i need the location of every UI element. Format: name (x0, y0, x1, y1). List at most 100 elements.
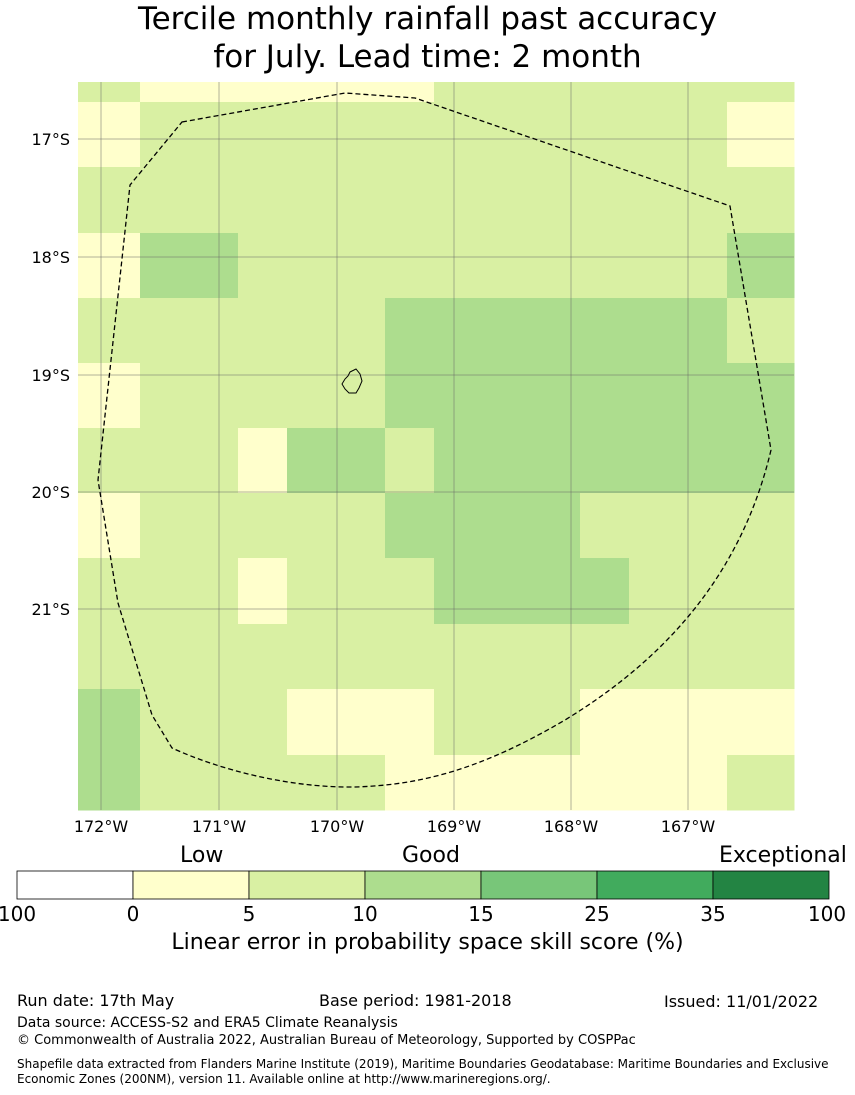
grid-cell (287, 624, 337, 690)
grid-cell (238, 493, 288, 559)
grid-cell (385, 755, 435, 811)
cbar-tick: 35 (700, 902, 726, 926)
grid-cell (287, 167, 337, 234)
grid-cell (580, 558, 630, 625)
grid-cell (727, 493, 795, 559)
grid-cell (434, 233, 532, 299)
grid-cell (336, 493, 386, 559)
longitude-label: 171°W (192, 817, 247, 836)
grid-cell (140, 493, 239, 559)
grid-cell (238, 428, 288, 494)
grid-cell (140, 233, 239, 299)
grid-cell (336, 428, 386, 494)
longitude-label: 167°W (661, 817, 716, 836)
cbar-tick: 5 (242, 902, 256, 926)
grid-cell (531, 82, 581, 103)
grid-cell (727, 363, 795, 429)
grid-cell (434, 624, 532, 690)
grid-cell (434, 755, 532, 811)
grid-cell (336, 82, 386, 103)
grid-cell (140, 82, 239, 103)
grid-cell (287, 689, 337, 756)
grid-cell (385, 82, 435, 103)
copyright: © Commonwealth of Australia 2022, Austra… (17, 1033, 636, 1048)
grid-cell (434, 82, 532, 103)
grid-cell (629, 624, 728, 690)
grid-cell (727, 624, 795, 690)
graticule (78, 82, 794, 810)
grid-cell (385, 558, 435, 625)
grid-cell (629, 167, 728, 234)
grid-cell (629, 558, 728, 625)
colorbar-swatch (480, 870, 598, 900)
grid-cell (140, 363, 239, 429)
grid-cell (727, 233, 795, 299)
grid-cell (434, 558, 532, 625)
issued-date: Issued: 11/01/2022 (664, 992, 819, 1011)
cbar-tick: 100 (807, 902, 847, 926)
base-period: Base period: 1981-2018 (319, 991, 512, 1010)
colorbar-swatch (712, 870, 830, 900)
grid-cell (531, 558, 581, 625)
grid-cell (287, 102, 337, 168)
colorbar-label: Linear error in probability space skill … (171, 930, 684, 955)
grid-cell (287, 363, 337, 429)
grid-cell (287, 233, 337, 299)
grid-cell (531, 493, 581, 559)
data-source: Data source: ACCESS-S2 and ERA5 Climate … (17, 1015, 398, 1031)
latitude-label: 17°S (31, 130, 70, 149)
grid-cell (287, 428, 337, 494)
grid-cell (580, 298, 630, 364)
grid-cell (78, 558, 141, 625)
grid-cell (238, 755, 288, 811)
grid-cell (78, 102, 141, 168)
eez-boundary (97, 92, 772, 788)
grid-cell (385, 428, 435, 494)
grid-cell (531, 167, 581, 234)
grid-cell (580, 82, 630, 103)
grid-cell (385, 624, 435, 690)
grid-cell (580, 755, 630, 811)
grid-cell (727, 102, 795, 168)
grid-cell (385, 167, 435, 234)
latitude-label: 21°S (31, 600, 70, 619)
grid-cell (629, 493, 728, 559)
grid-cell (580, 689, 630, 756)
grid-cell (434, 493, 532, 559)
grid-cell (140, 428, 239, 494)
grid-cell (629, 755, 728, 811)
grid-cell (434, 102, 532, 168)
grid-cell (140, 558, 239, 625)
longitude-label: 170°W (310, 817, 365, 836)
grid-cell (336, 624, 386, 690)
grid-cell (629, 428, 728, 494)
longitude-label: 172°W (74, 817, 129, 836)
grid-cell (385, 363, 435, 429)
colorbar-swatch (596, 870, 714, 900)
category-good: Good (402, 843, 460, 868)
grid-cell (385, 689, 435, 756)
grid-cell (385, 493, 435, 559)
grid-cell (727, 428, 795, 494)
grid-cell (580, 102, 630, 168)
skill-grid (78, 82, 795, 811)
grid-cell (238, 298, 288, 364)
shapefile-credit: Shapefile data extracted from Flanders M… (17, 1057, 829, 1086)
grid-cell (629, 298, 728, 364)
grid-cell (385, 233, 435, 299)
cbar-tick: 10 (352, 902, 378, 926)
grid-cell (580, 363, 630, 429)
colorbar (16, 870, 830, 900)
colorbar-swatch (16, 870, 134, 900)
grid-cell (580, 167, 630, 234)
cbar-tick: 25 (584, 902, 610, 926)
grid-cell (629, 363, 728, 429)
grid-cell (78, 167, 141, 234)
grid-cell (140, 167, 239, 234)
grid-cell (238, 102, 288, 168)
grid-cell (238, 82, 288, 103)
title-line-1: Tercile monthly rainfall past accuracy (137, 1, 718, 37)
grid-cell (78, 689, 141, 756)
grid-cell (78, 82, 141, 103)
grid-cell (140, 755, 239, 811)
